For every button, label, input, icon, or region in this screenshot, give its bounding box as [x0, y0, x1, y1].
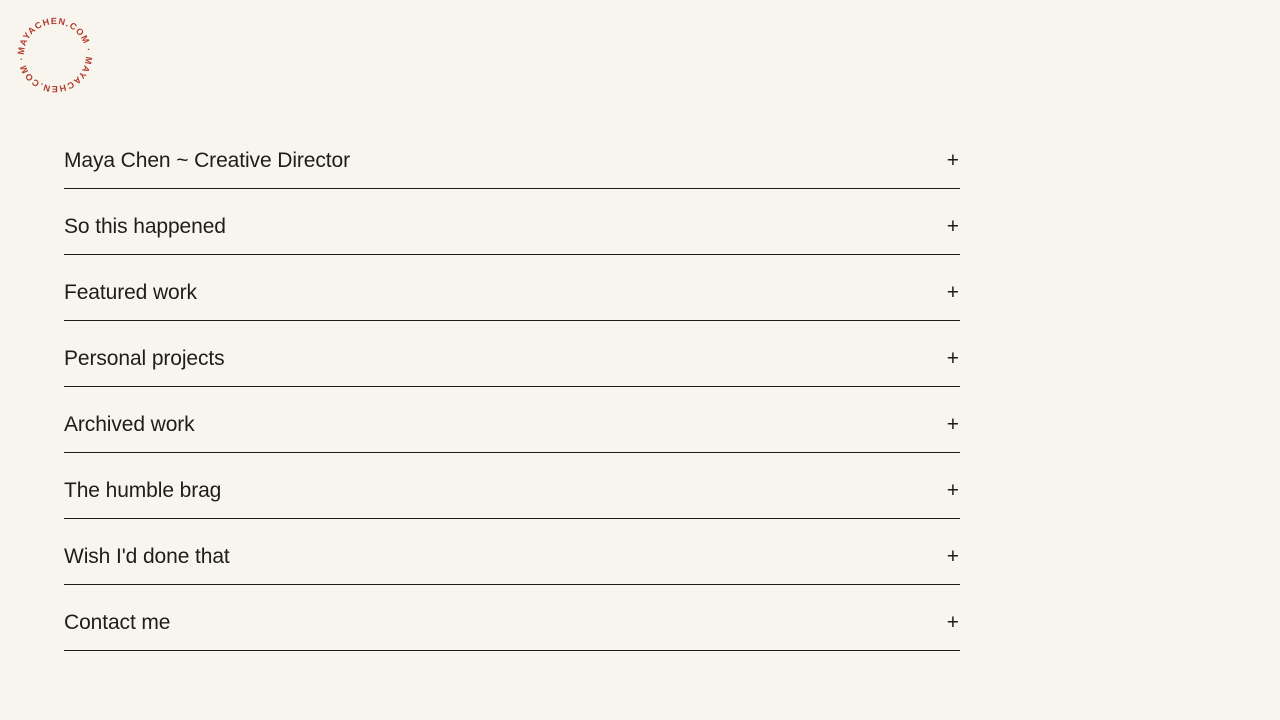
- circular-text-icon: MAYACHEN.COM · MAYACHEN.COM ·: [16, 16, 94, 94]
- plus-icon[interactable]: +: [946, 479, 959, 502]
- accordion-item-label: Personal projects: [64, 346, 225, 370]
- plus-icon[interactable]: +: [946, 545, 959, 568]
- plus-icon[interactable]: +: [946, 611, 959, 634]
- accordion-item-label: Archived work: [64, 412, 195, 436]
- plus-icon[interactable]: +: [946, 413, 959, 436]
- accordion-item-personal-projects[interactable]: Personal projects +: [64, 321, 960, 387]
- logo-circular-text: MAYACHEN.COM · MAYACHEN.COM ·: [16, 16, 93, 94]
- accordion-item-label: Maya Chen ~ Creative Director: [64, 148, 350, 172]
- plus-icon[interactable]: +: [946, 149, 959, 172]
- accordion-item-label: The humble brag: [64, 478, 222, 502]
- accordion-list: Maya Chen ~ Creative Director + So this …: [64, 123, 960, 651]
- accordion-item-featured-work[interactable]: Featured work +: [64, 255, 960, 321]
- accordion-item-wish-id-done-that[interactable]: Wish I'd done that +: [64, 519, 960, 585]
- plus-icon[interactable]: +: [946, 281, 959, 304]
- accordion-item-maya-chen-creative-director[interactable]: Maya Chen ~ Creative Director +: [64, 123, 960, 189]
- accordion-item-label: Contact me: [64, 610, 171, 634]
- accordion-item-label: Featured work: [64, 280, 197, 304]
- accordion-item-so-this-happened[interactable]: So this happened +: [64, 189, 960, 255]
- accordion-item-label: Wish I'd done that: [64, 544, 230, 568]
- site-logo[interactable]: MAYACHEN.COM · MAYACHEN.COM ·: [0, 0, 110, 110]
- plus-icon[interactable]: +: [946, 215, 959, 238]
- accordion-item-archived-work[interactable]: Archived work +: [64, 387, 960, 453]
- plus-icon[interactable]: +: [946, 347, 959, 370]
- accordion-item-contact-me[interactable]: Contact me +: [64, 585, 960, 651]
- accordion-item-label: So this happened: [64, 214, 226, 238]
- svg-text:MAYACHEN.COM · MAYACHEN.COM ·: MAYACHEN.COM · MAYACHEN.COM ·: [16, 16, 94, 94]
- accordion-item-the-humble-brag[interactable]: The humble brag +: [64, 453, 960, 519]
